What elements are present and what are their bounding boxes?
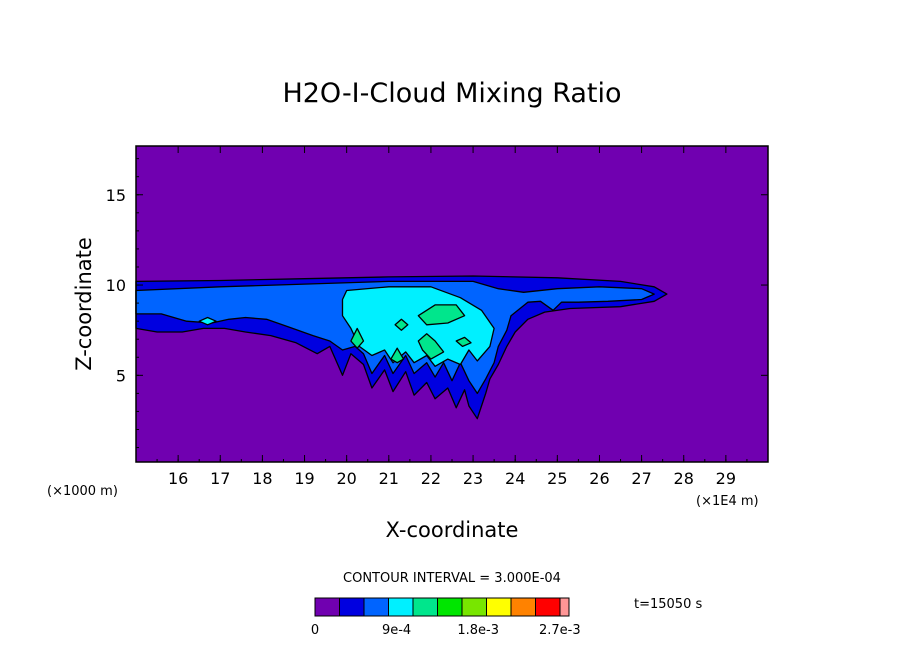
colorbar-tick-label: 0 [311, 623, 319, 638]
contour-region-level-4 [417, 333, 445, 360]
x-tick-label: 21 [379, 469, 399, 488]
colorbar-swatch [339, 597, 365, 617]
contour-region-level-4 [455, 336, 472, 348]
x-tick-label: 20 [336, 469, 356, 488]
x-axis-ticks: 16 17 18 19 20 21 22 23 24 25 26 27 28 29 [135, 146, 769, 488]
colorbar-swatch [314, 597, 340, 617]
contour-region-level-4 [394, 318, 409, 331]
x-tick-label: 28 [674, 469, 694, 488]
colorbar-tick-label: 2.7e-3 [539, 623, 581, 638]
colorbar-swatch [363, 597, 389, 617]
x-unit-label: (×1E4 m) [696, 494, 759, 509]
x-axis-label: X-coordinate [386, 518, 519, 542]
x-tick-label: 16 [168, 469, 188, 488]
x-tick-label: 25 [547, 469, 567, 488]
colorbar-swatch [486, 597, 512, 617]
contour-plot-area [135, 145, 769, 463]
x-tick-label: 29 [716, 469, 736, 488]
colorbar-swatch [559, 597, 570, 617]
y-axis-label: Z-coordinate [72, 237, 96, 371]
x-tick-label: 23 [463, 469, 483, 488]
colorbar-swatch [412, 597, 438, 617]
colorbar-tick-label: 1.8e-3 [457, 623, 499, 638]
contour-region-level-3 [198, 316, 217, 326]
x-tick-label: 24 [505, 469, 525, 488]
x-tick-label: 18 [252, 469, 272, 488]
y-unit-label: (×1000 m) [47, 484, 118, 499]
colorbar-swatch [388, 597, 414, 617]
time-label: t=15050 s [634, 597, 702, 612]
contour-region-level-4 [390, 347, 405, 364]
contour-interval-label: CONTOUR INTERVAL = 3.000E-04 [343, 571, 561, 586]
x-tick-label: 22 [421, 469, 441, 488]
colorbar [314, 597, 570, 617]
x-tick-label: 26 [589, 469, 609, 488]
colorbar-swatch [510, 597, 536, 617]
contour-region-level-4 [350, 327, 365, 349]
colorbar-swatch [535, 597, 561, 617]
contour-regions [135, 275, 668, 420]
x-tick-label: 27 [631, 469, 651, 488]
y-axis-ticks: 5 10 15 [106, 158, 768, 449]
x-tick-label: 17 [210, 469, 230, 488]
y-tick-label: 15 [106, 186, 126, 205]
x-tick-label: 19 [294, 469, 314, 488]
colorbar-tick-label: 9e-4 [382, 623, 411, 638]
colorbar-swatch [461, 597, 487, 617]
chart-title: H2O-I-Cloud Mixing Ratio [282, 78, 621, 109]
contour-region-level-4 [417, 304, 466, 326]
y-tick-label: 5 [116, 366, 126, 385]
colorbar-swatch [437, 597, 463, 617]
y-tick-label: 10 [106, 276, 126, 295]
colorbar-tick-labels: 0 9e-4 1.8e-3 2.7e-3 [311, 623, 581, 638]
